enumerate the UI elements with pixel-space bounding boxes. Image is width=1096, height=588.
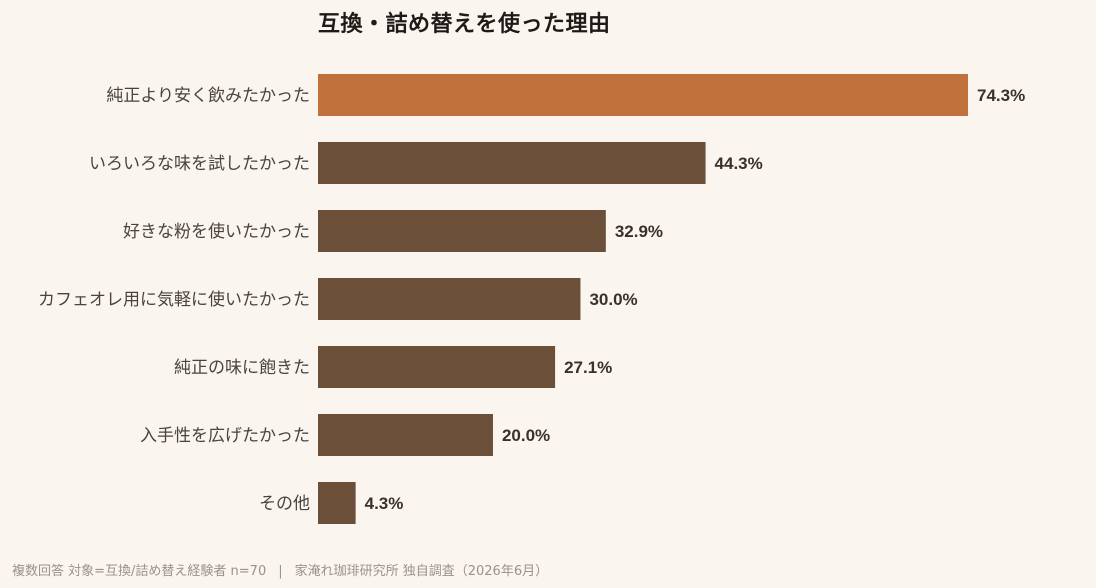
- footnote: 複数回答 対象=互換/詰め替え経験者 n=70 | 家淹れ珈琲研究所 独自調査（20…: [12, 560, 548, 579]
- value-label-6: 4.3%: [365, 494, 404, 513]
- bar-4: [318, 346, 556, 388]
- bar-5: [318, 414, 493, 456]
- value-label-3: 30.0%: [589, 290, 637, 309]
- footnote-source: 家淹れ珈琲研究所 独自調査（2026年6月）: [294, 564, 549, 579]
- footnote-separator: |: [278, 564, 283, 579]
- bar-6: [318, 482, 356, 524]
- category-label-3: カフェオレ用に気軽に使いたかった: [38, 289, 310, 310]
- category-label-2: 好きな粉を使いたかった: [123, 221, 310, 242]
- value-label-5: 20.0%: [502, 426, 550, 445]
- bar-0: [318, 74, 968, 116]
- chart-title: 互換・詰め替えを使った理由: [318, 12, 611, 37]
- value-label-1: 44.3%: [715, 154, 763, 173]
- bar-3: [318, 278, 581, 320]
- category-label-1: いろいろな味を試したかった: [89, 154, 310, 174]
- category-label-0: 純正より安く飲みたかった: [106, 86, 310, 106]
- bar-2: [318, 210, 606, 252]
- category-label-6: その他: [259, 494, 310, 514]
- category-label-5: 入手性を広げたかった: [140, 426, 310, 446]
- category-label-4: 純正の味に飽きた: [174, 358, 310, 378]
- value-label-2: 32.9%: [615, 222, 663, 241]
- value-label-0: 74.3%: [977, 86, 1025, 105]
- footnote-survey-info: 複数回答 対象=互換/詰め替え経験者 n=70: [12, 564, 267, 579]
- value-label-4: 27.1%: [564, 358, 612, 377]
- bar-1: [318, 142, 706, 184]
